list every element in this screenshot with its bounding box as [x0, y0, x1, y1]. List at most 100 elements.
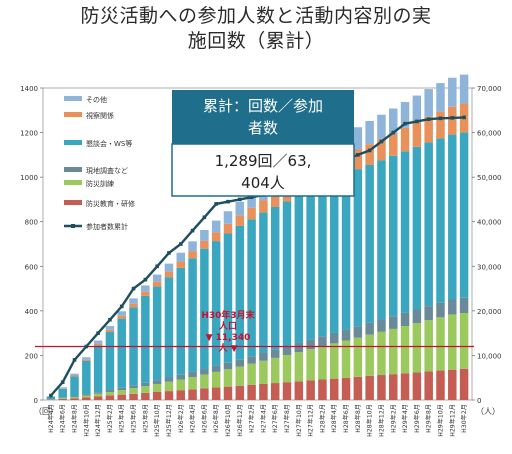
bar-segment-kondan [46, 396, 56, 400]
bar-segment-kunren [377, 331, 386, 376]
bar-segment-kyoiku [412, 372, 422, 400]
x-tick-label: H28年2月 [318, 404, 326, 433]
bar-segment-kyoiku [270, 383, 280, 400]
legend-label: 懇談会・WS等 [86, 139, 132, 148]
bar-segment-sonota [436, 83, 445, 112]
bar-segment-kyoiku [400, 373, 410, 400]
bar-segment-chosa [188, 371, 197, 378]
total-title-box [172, 90, 354, 144]
bar-segment-sonota [58, 387, 67, 389]
bar-segment-shisatsu [436, 111, 445, 139]
right-axis-unit: （人） [476, 407, 500, 416]
population-reference-label: H30年3月末 [201, 309, 255, 321]
legend-label: 視察関係 [86, 111, 114, 120]
x-tick-label: H28年8月 [354, 404, 362, 433]
bar-segment-chosa [389, 316, 398, 329]
bar-segment-kyoiku [58, 398, 67, 400]
participants-point [131, 286, 136, 291]
participants-point [438, 116, 443, 121]
legend-label: 現地調査など [86, 166, 128, 175]
bar-segment-shisatsu [105, 329, 115, 333]
bar-segment-chosa [93, 392, 103, 394]
x-tick-label: H27年10月 [295, 404, 303, 437]
bar-segment-kyoiku [176, 390, 186, 400]
bar-segment-sonota [117, 311, 126, 316]
x-tick-label: H30年2月 [460, 404, 468, 433]
bar-segment-kyoiku [93, 396, 103, 400]
bar-segment-sonota [152, 274, 162, 282]
bar-segment-chosa [164, 377, 174, 382]
bar-segment-chosa [259, 352, 268, 361]
left-tick-label: 400 [25, 308, 38, 316]
bar-segment-kyoiku [152, 391, 162, 400]
participants-point [72, 358, 77, 362]
bar-segment-kondan [329, 179, 339, 333]
bar-segment-kondan [400, 151, 410, 313]
bar-segment-sonota [459, 74, 469, 104]
bar-segment-kyoiku [164, 391, 174, 400]
bar-segment-sonota [188, 241, 197, 252]
bar-segment-kyoiku [436, 370, 445, 400]
bar-segment-shisatsu [353, 149, 363, 170]
participants-point [178, 242, 183, 246]
bar-segment-shisatsu [247, 207, 256, 220]
x-tick-label: H26年10月 [224, 404, 232, 437]
participants-point [426, 117, 431, 121]
left-tick-label: 0 [34, 397, 38, 405]
bar-segment-kunren [259, 360, 268, 384]
bar-segment-kyoiku [105, 395, 115, 400]
x-tick-label: H29年12月 [448, 404, 456, 437]
bar-segment-kondan [188, 258, 197, 372]
bar-segment-kyoiku [389, 374, 398, 400]
bar-segment-kyoiku [211, 387, 221, 400]
bar-segment-chosa [400, 312, 410, 327]
bar-segment-kondan [448, 134, 457, 300]
bar-segment-kunren [448, 314, 457, 370]
bar-segment-kunren [282, 354, 292, 383]
bar-segment-chosa [105, 389, 115, 392]
x-tick-label: H28年12月 [378, 404, 386, 437]
total-value-text: 1,289回／63, [215, 152, 312, 170]
bar-segment-kyoiku [223, 386, 233, 400]
bar-segment-kunren [389, 328, 398, 375]
bar-segment-sonota [70, 373, 79, 376]
participants-point [379, 139, 384, 144]
bar-segment-kyoiku [70, 398, 79, 400]
bar-segment-kondan [365, 164, 374, 323]
legend-swatch [64, 180, 82, 185]
bar-segment-chosa [211, 365, 221, 372]
bar-segment-kondan [341, 173, 351, 330]
bar-segment-kunren [129, 388, 138, 394]
population-reference-label: 人 ▼ [217, 342, 237, 354]
participants-point [49, 393, 53, 398]
right-tick-label: 50,000 [477, 174, 502, 182]
bar-segment-chosa [282, 346, 292, 355]
bar-segment-shisatsu [211, 232, 221, 242]
bar-segment-kondan [82, 361, 91, 395]
x-tick-label: H25年4月 [118, 404, 126, 433]
participants-point [60, 380, 65, 384]
bar-segment-chosa [377, 319, 386, 332]
x-tick-label: H28年4月 [330, 404, 338, 433]
legend-label: 防災訓練 [86, 179, 114, 188]
bar-segment-kondan [318, 184, 327, 337]
bar-segment-shisatsu [448, 106, 457, 135]
bar-segment-shisatsu [259, 200, 268, 213]
x-tick-label: H25年12月 [165, 404, 173, 437]
bar-segment-kondan [436, 138, 445, 303]
x-tick-label: H29年6月 [413, 404, 421, 433]
legend-swatch [64, 96, 82, 101]
bar-segment-sonota [164, 263, 174, 272]
bar-segment-chosa [200, 369, 209, 375]
bar-segment-kyoiku [188, 389, 197, 400]
bar-segment-shisatsu [129, 303, 138, 308]
left-tick-label: 1400 [20, 85, 38, 93]
bar-segment-sonota [412, 95, 422, 123]
bar-segment-kyoiku [424, 371, 433, 400]
bar-segment-kondan [412, 146, 422, 310]
x-tick-label: H25年8月 [141, 404, 149, 433]
bar-segment-kondan [306, 190, 315, 340]
bar-segment-kyoiku [235, 385, 245, 400]
bar-segment-sonota [353, 127, 363, 150]
bar-segment-chosa [247, 356, 256, 364]
